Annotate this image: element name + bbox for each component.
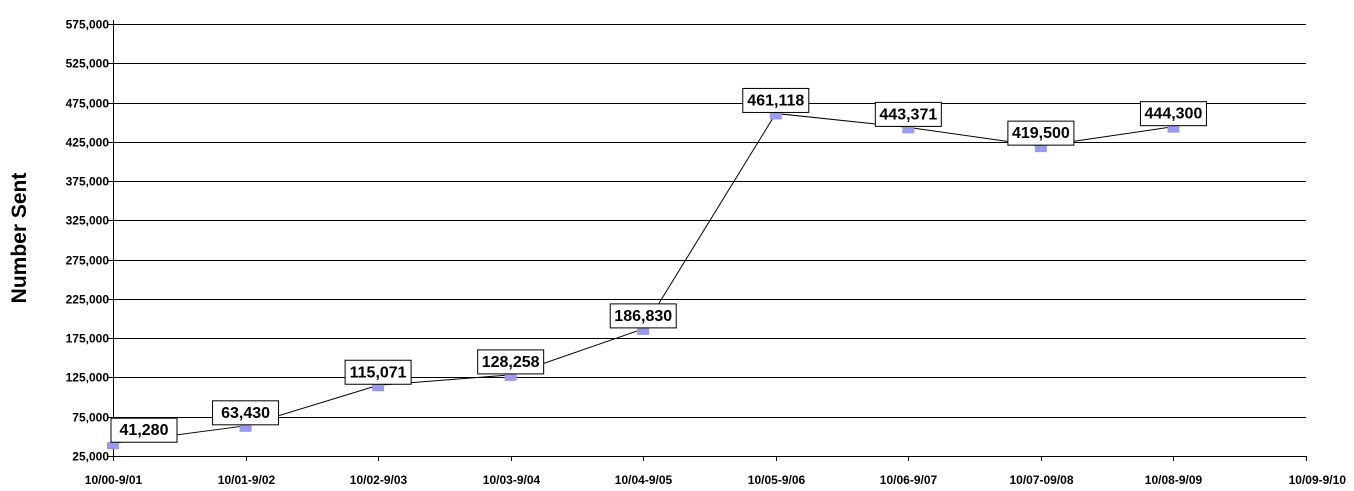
y-tick-label: 275,000 <box>66 254 110 268</box>
y-tick-label: 225,000 <box>66 293 110 307</box>
data-label-text: 186,830 <box>614 308 672 325</box>
data-label-box <box>742 87 810 113</box>
data-label-box <box>874 101 942 127</box>
y-tick-label: 575,000 <box>66 18 110 32</box>
data-label-box <box>477 349 545 375</box>
series <box>112 112 1174 444</box>
data-marker <box>1167 125 1180 133</box>
data-markers <box>107 112 1180 450</box>
data-marker <box>769 112 782 120</box>
x-tick-label: 10/05-9/06 <box>748 473 806 487</box>
grid-lines <box>108 24 1306 457</box>
axes <box>113 20 1307 461</box>
data-label-text: 115,071 <box>350 364 407 381</box>
x-tick-labels: 10/00-9/01 10/01-9/02 10/02-9/03 10/03-9/04… <box>85 473 1347 487</box>
x-tick-label: 10/00-9/01 <box>85 473 143 487</box>
x-tick-label: 10/03-9/04 <box>483 473 541 487</box>
data-marker <box>372 384 385 392</box>
y-tick-label: 525,000 <box>66 57 110 71</box>
data-label-box <box>609 303 677 329</box>
y-tick-label: 25,000 <box>72 450 109 464</box>
x-tick-label: 10/02-9/03 <box>350 473 408 487</box>
x-tick-label: 10/06-9/07 <box>880 473 938 487</box>
data-label-text: 443,371 <box>879 106 937 123</box>
data-label: 443,371 <box>874 101 942 127</box>
y-tick-label: 325,000 <box>66 214 110 228</box>
data-label-box <box>212 400 280 426</box>
data-label-text: 461,118 <box>747 92 804 109</box>
data-label: 115,071 <box>344 359 412 385</box>
data-label-box <box>1007 120 1075 146</box>
data-label: 461,118 <box>742 87 810 113</box>
data-label-box <box>1139 101 1207 127</box>
x-tick-label: 10/07-09/08 <box>1009 473 1073 487</box>
y-tick-label: 175,000 <box>66 332 110 346</box>
data-label: 186,830 <box>609 303 677 329</box>
x-tick-label: 10/08-9/09 <box>1145 473 1203 487</box>
y-tick-label: 125,000 <box>66 371 110 385</box>
data-marker <box>1034 145 1047 153</box>
data-marker <box>239 424 252 432</box>
data-label: 41,280 <box>110 417 178 443</box>
data-label-text: 41,280 <box>120 422 169 439</box>
data-label-text: 128,258 <box>482 354 540 371</box>
data-label: 128,258 <box>477 349 545 375</box>
series-line <box>112 112 1174 444</box>
data-label-text: 419,500 <box>1012 125 1070 142</box>
y-tick-label: 75,000 <box>72 411 109 425</box>
y-tick-label: 425,000 <box>66 136 110 150</box>
data-label: 63,430 <box>212 400 280 426</box>
x-tick-label: 10/09-9/10 <box>1289 473 1347 487</box>
data-label: 444,300 <box>1139 101 1207 127</box>
data-marker <box>504 373 517 381</box>
y-tick-labels: 25,000 75,000 125,000 175,000 225,000 275,000… <box>66 18 110 464</box>
data-label-box <box>110 417 178 443</box>
y-tick-label: 475,000 <box>66 97 110 111</box>
x-tick-label: 10/04-9/05 <box>615 473 673 487</box>
data-marker <box>637 327 650 335</box>
data-labels: 41,280 63,430 115,071 128,258 186,830 461,118… <box>110 87 1207 443</box>
y-axis-title: Number Sent <box>8 173 31 304</box>
data-marker <box>902 126 915 134</box>
data-label-text: 63,430 <box>221 405 270 422</box>
data-label: 419,500 <box>1007 120 1075 146</box>
data-label-box <box>344 359 412 385</box>
y-tick-label: 375,000 <box>66 175 110 189</box>
data-label-text: 444,300 <box>1145 106 1203 123</box>
x-tick-label: 10/01-9/02 <box>218 473 276 487</box>
data-marker <box>107 442 119 450</box>
